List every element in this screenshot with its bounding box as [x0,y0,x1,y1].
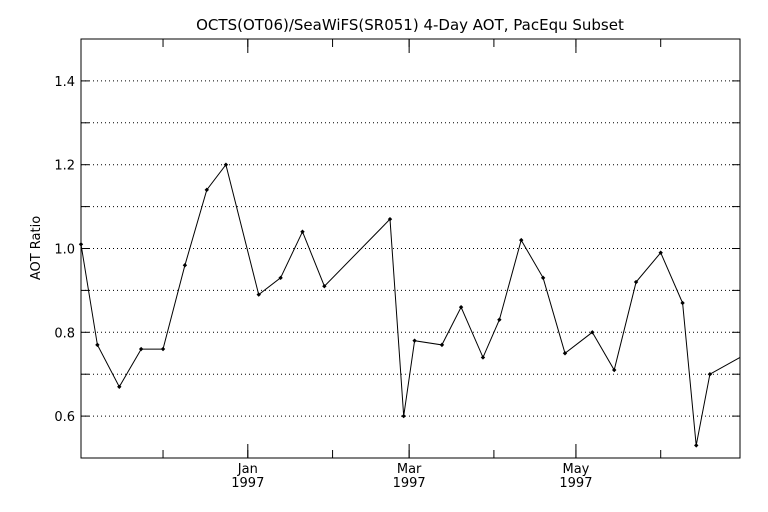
x-tick-label-month: Jan [237,462,258,477]
y-tick-label: 1.0 [54,243,75,258]
data-point [401,413,406,419]
chart-title: OCTS(OT06)/SeaWiFS(SR051) 4-Day AOT, Pac… [196,16,624,34]
data-point [223,162,229,167]
data-point [519,237,524,243]
data-point [256,292,261,297]
data-point [458,304,464,310]
axis-ticks [81,39,740,458]
data-point [497,317,502,322]
data-point [439,342,445,348]
data-point [480,355,486,360]
data-point [387,216,393,222]
data-point [182,263,188,268]
data-point [95,342,100,348]
data-line [80,163,741,446]
y-tick-labels: 0.6 0.8 1.0 1.2 1.4 [54,75,75,425]
data-point [278,275,283,281]
data-point [138,346,144,352]
data-point [204,187,209,193]
data-point [633,279,639,285]
data-point [412,338,417,343]
data-point [78,242,84,247]
y-tick-label: 0.8 [54,326,75,341]
x-tick-label-year: 1997 [393,476,426,491]
y-axis-label: AOT Ratio [29,216,44,280]
data-point [160,346,166,352]
x-tick-label-month: Mar [397,462,422,477]
x-tick-label-month: May [562,462,589,477]
data-point [680,300,685,306]
y-tick-label: 1.2 [54,159,75,174]
x-tick-label-year: 1997 [559,476,592,491]
data-point [612,367,617,373]
data-point [562,351,568,356]
data-point [694,443,699,448]
data-point [322,284,327,289]
data-point [117,384,122,389]
data-point [590,330,595,335]
series-line [78,162,741,448]
data-point [658,250,663,255]
y-tick-label: 0.6 [54,410,75,425]
x-tick-label-year: 1997 [231,476,264,491]
y-tick-label: 1.4 [54,75,75,90]
data-point [707,372,713,377]
data-point [540,275,546,281]
plot-frame [80,38,741,459]
data-point [300,229,305,234]
